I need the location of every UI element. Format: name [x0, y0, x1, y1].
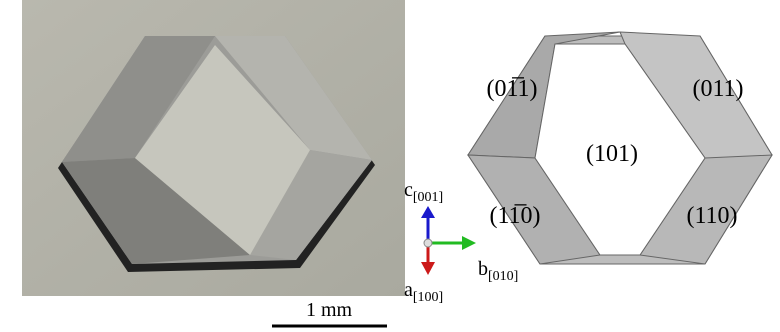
face-label: (110) — [686, 203, 737, 229]
scale-label: 1 mm — [306, 299, 353, 321]
axis-letter: a — [404, 279, 413, 301]
axis-label: a[100] — [404, 279, 443, 305]
axis-direction: [001] — [413, 190, 443, 205]
axes-icon — [421, 206, 476, 275]
figure: 1 mm (01̅1)(011)(101)(11̅0)(110)c[001]b[… — [0, 0, 780, 332]
axis-direction: [010] — [488, 269, 518, 284]
crystal-photo — [22, 0, 405, 296]
axis-label: b[010] — [478, 258, 518, 284]
axis-letter: b — [478, 258, 488, 280]
axis-label: c[001] — [404, 179, 443, 205]
face-label: (11̅0) — [489, 203, 540, 229]
face-label: (101) — [586, 141, 638, 167]
axis-direction: [100] — [413, 290, 443, 305]
axis-letter: c — [404, 179, 413, 201]
face-label: (01̅1) — [486, 76, 537, 102]
face-label: (011) — [692, 76, 743, 102]
